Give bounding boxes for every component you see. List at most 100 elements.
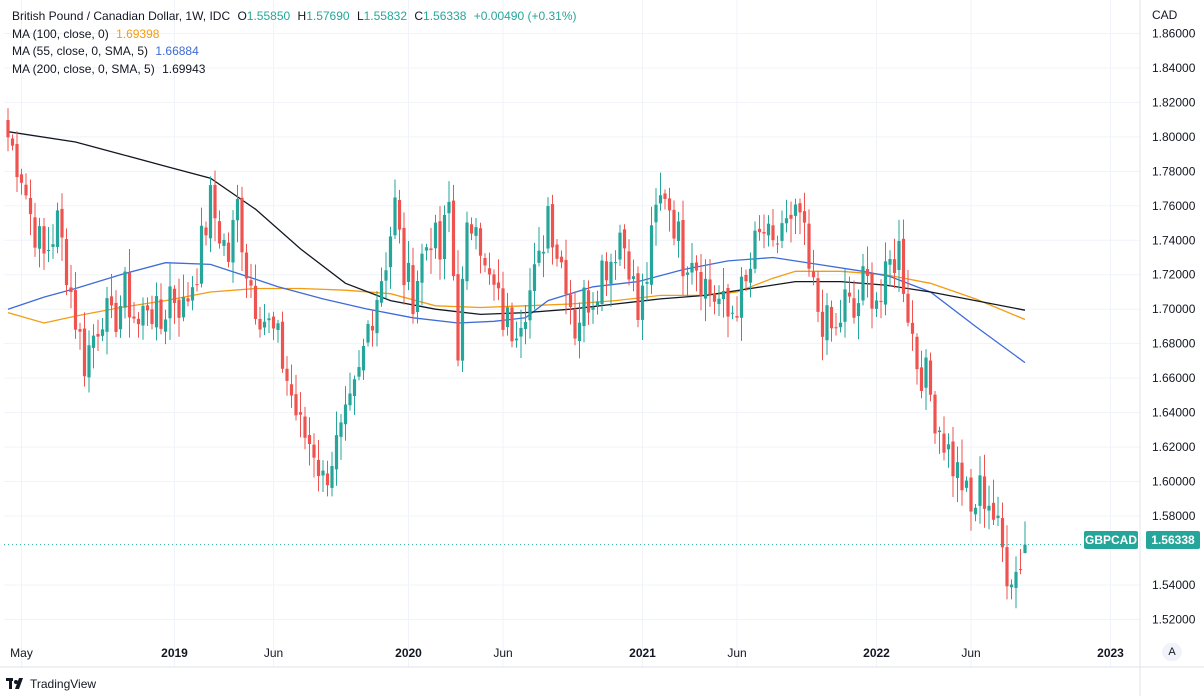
candle-body [978,475,982,506]
candle-body [1009,584,1014,588]
candle-body [393,197,397,236]
y-tick-label: 1.74000 [1152,233,1196,247]
symbol-title[interactable]: British Pound / Canadian Dollar, 1W, IDC [12,9,231,23]
candle-body [874,300,879,309]
candle-body [186,298,190,302]
symbol-price-tag: GBPCAD [1084,531,1138,549]
candle-body [199,225,204,284]
candle-body [622,229,627,249]
ma55-label: MA (55, close, 0, SMA, 5) [12,44,149,58]
candle-body [730,312,735,314]
candle-body [343,404,348,425]
candle-body [136,318,141,325]
candle-body [829,306,834,329]
candle-body [955,462,960,478]
candle-body [924,357,928,388]
candle-body [1014,571,1018,588]
candle-body [420,253,424,283]
x-tick-label: Jun [264,646,283,660]
candle-body [141,305,145,326]
y-tick-label: 1.52000 [1152,612,1196,626]
candle-body [888,258,892,265]
candle-body [775,243,780,245]
candle-body [73,290,78,330]
candle-body [370,325,375,331]
candle-body [514,338,519,341]
candle-body [973,507,978,515]
candles [6,108,1027,609]
candle-body [780,223,784,241]
open-value: 1.55850 [246,9,291,23]
tradingview-branding[interactable]: TradingView [6,677,96,691]
currency-label: CAD [1152,8,1178,22]
x-tick-label: Jun [493,646,512,660]
candle-body [262,321,267,328]
x-tick-label: 2020 [395,646,422,660]
candle-body [1018,569,1023,571]
candle-body [33,217,37,248]
candle-body [654,204,658,223]
candle-body [91,335,96,348]
close-label: C [414,9,424,23]
candle-body [190,287,195,301]
ma100-label: MA (100, close, 0) [12,26,109,41]
candle-body [154,296,159,328]
candle-body [24,184,28,196]
candle-body [600,260,604,304]
candle-body [519,327,523,337]
candle-body [766,223,771,236]
candle-body [811,271,816,278]
candle-body [406,262,411,282]
candle-body [510,307,514,342]
candle-body [690,262,694,273]
candle-body [10,138,15,146]
candle-body [771,225,775,241]
y-tick-label: 1.62000 [1152,440,1196,454]
candle-body [735,316,739,318]
legend-ma200-row[interactable]: MA (200, close, 0, SMA, 5) 1.69943 [12,61,577,79]
candle-body [789,214,793,219]
y-tick-label: 1.68000 [1152,337,1196,351]
y-tick-label: 1.60000 [1152,475,1196,489]
candle-body [609,261,613,284]
legend: British Pound / Canadian Dollar, 1W, IDC… [12,8,577,78]
candle-body [807,223,811,269]
high-label: H [297,9,307,23]
candle-body [910,322,915,334]
candle-body [474,227,478,236]
candle-body [798,203,802,213]
candle-body [294,394,298,416]
candle-body [523,322,528,329]
candle-body [271,316,276,329]
legend-ma55-row[interactable]: MA (55, close, 0, SMA, 5) 1.66884 [12,43,577,61]
candle-body [289,384,294,396]
candle-body [361,346,366,371]
y-tick-label: 1.82000 [1152,95,1196,109]
candle-body [861,266,865,301]
candle-body [231,220,235,263]
auto-scale-button[interactable]: A [1162,643,1182,661]
candle-body [456,274,460,361]
candle-body [820,311,825,337]
open-label: O [237,9,247,23]
candle-body [825,305,829,341]
candle-body [222,239,226,246]
y-tick-label: 1.84000 [1152,61,1196,75]
candle-body [672,209,676,239]
candle-body [298,412,303,415]
candle-body [424,247,429,251]
grid [4,0,1140,667]
candle-body [847,292,852,297]
x-tick-label: May [10,646,33,660]
candle-body [42,226,46,254]
candle-body [726,288,730,317]
candle-body [613,262,618,264]
y-tick-label: 1.66000 [1152,371,1196,385]
legend-ma100-row[interactable]: MA (100, close, 0) 1.69398 [12,26,577,44]
candle-body [879,300,883,303]
candle-body [195,284,199,286]
y-tick-label: 1.76000 [1152,199,1196,213]
candle-body [717,298,721,305]
